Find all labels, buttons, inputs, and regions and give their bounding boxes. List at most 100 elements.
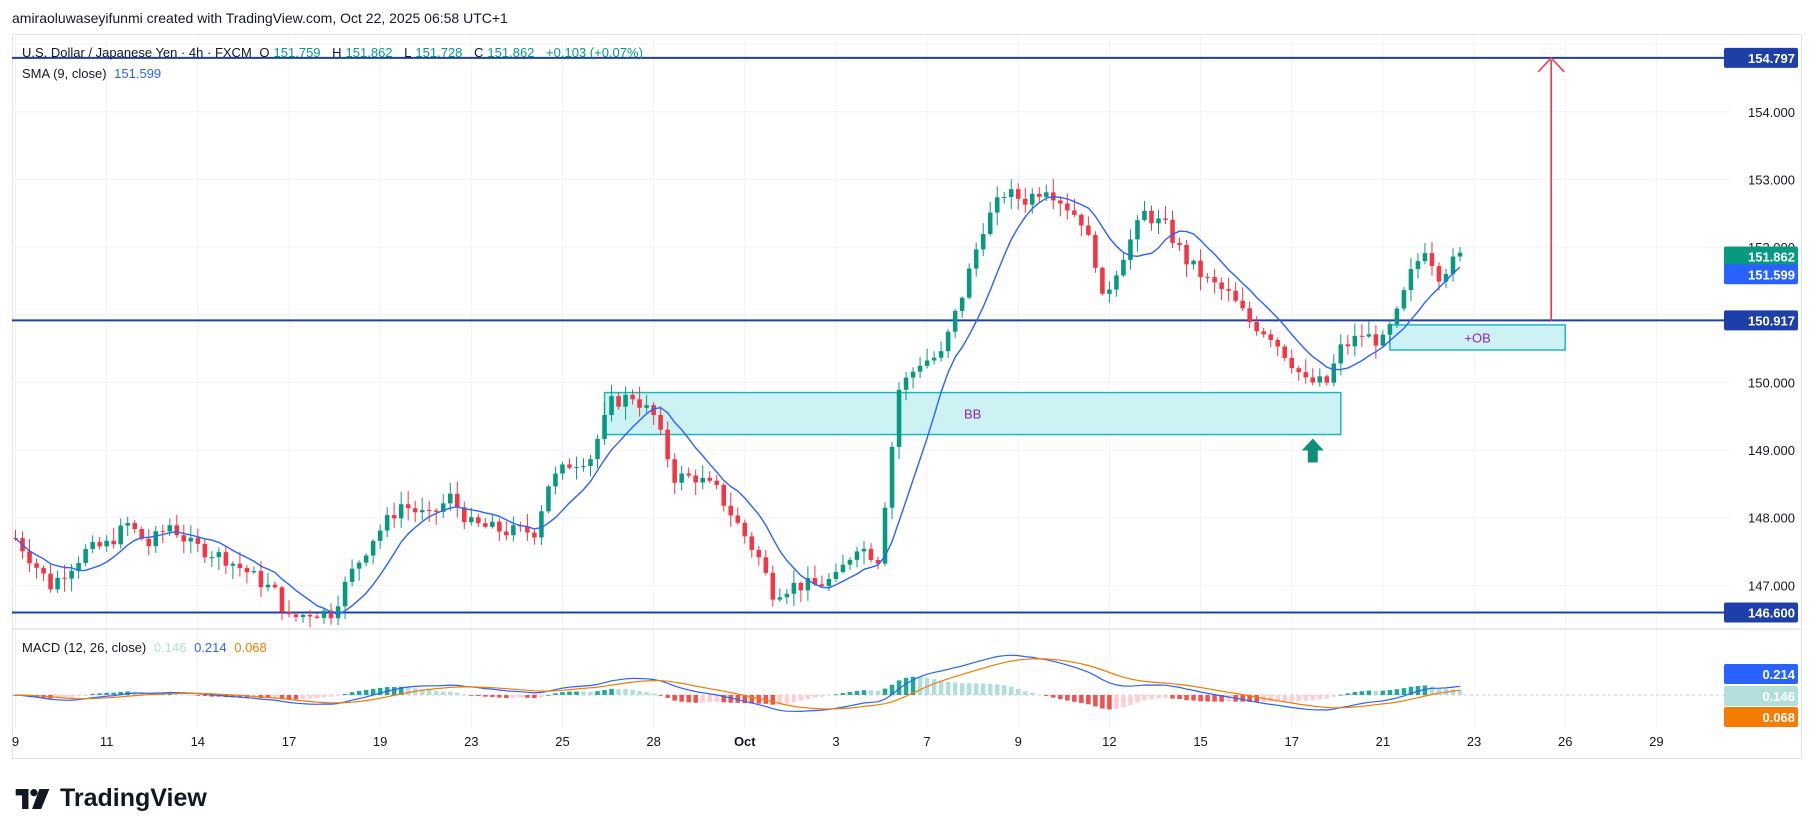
macd-histogram-bar [1422,685,1428,695]
order-block-zones: BB +OB [603,324,1566,436]
candle-body [1142,210,1147,221]
macd-histogram-bar [518,695,523,698]
candle-body [342,581,348,607]
macd-histogram-bar [55,695,60,699]
candle-body [833,571,839,579]
candle-body [321,610,327,618]
macd-histogram-bar [349,692,355,695]
candle-body [293,614,299,618]
macd-line [15,654,1461,713]
candle-body [1149,210,1154,224]
macd-histogram-bar [1044,695,1049,696]
macd-histogram-bar [539,695,544,697]
macd-histogram-bar [426,690,432,695]
macd-histogram-bar [279,695,285,699]
candle-body [307,614,313,617]
candle-body [1015,189,1021,199]
macd-histogram-bar [1240,695,1245,702]
macd-histogram-bar [118,691,123,695]
sma-line [15,195,1461,615]
candle-body [1037,193,1042,197]
macd-histogram-bar [356,690,362,695]
macd-histogram-bar [882,688,888,695]
candle-body [440,503,446,512]
candle-body [1212,277,1217,283]
macd-histogram-bar [525,695,530,698]
candle-body [875,559,881,564]
candle-body [335,606,341,619]
macd-histogram-bar [1065,695,1070,701]
candle-body [490,521,495,527]
macd-histogram-bar [1079,695,1084,704]
candle-body [616,396,621,407]
candle-body [945,331,951,352]
macd-histogram-bar [469,695,474,696]
candle-body [1415,261,1421,270]
time-tick-label: 25 [555,734,569,749]
candle-body [476,517,481,524]
candle-body [511,525,516,536]
candle-body [1205,276,1210,278]
candle-body [707,477,712,481]
macd-histogram-bar [756,695,762,704]
close-label: C [474,45,484,60]
macd-histogram-bar [497,695,502,698]
macd-histogram-bar [1212,695,1217,702]
macd-histogram-bar [265,695,271,699]
macd-histogram-bar [672,695,677,701]
macd-histogram-bar [286,695,292,700]
time-tick-label: 3 [832,734,839,749]
candle-body [1184,244,1189,265]
macd-histogram-bar [623,689,628,695]
candle-body [686,473,691,476]
candle-body [419,510,425,513]
candle-body [770,572,776,600]
macd-histogram-bar [1086,695,1091,705]
zone-box [1389,324,1566,351]
candle-body [223,552,229,566]
candle-body [426,510,432,512]
horizontal-levels [12,56,1730,614]
candle-body [62,577,67,579]
candle-body [286,611,292,615]
macd-line-tag: 0.214 [1762,667,1795,682]
macd-histogram-bar [994,684,1000,695]
macd-histogram-bar [1282,695,1288,702]
candle-body [405,504,411,509]
macd-histogram-bar [875,690,881,695]
time-tick-label: Oct [734,734,756,749]
macd-histogram-bar [1170,695,1175,699]
macd-histogram-bar [1289,695,1295,702]
candle-body [462,507,467,523]
candle-body [76,562,81,571]
macd-histogram-bar [868,690,874,695]
macd-histogram-bar [952,682,958,695]
macd-histogram-bar [1058,695,1063,700]
zone-label: BB [964,407,981,422]
macd-histogram-bar [721,695,727,703]
candle-body [1436,266,1442,282]
macd-histogram-bar [83,695,88,696]
candle-body [1254,322,1259,332]
candle-body [588,459,593,467]
time-axis: 9 11 14 17 19 23 25 28 Oct 3 7 9 12 15 17 21 23 26 29 [12,734,1664,749]
macd-histogram-bar [370,688,376,695]
candle-body [623,394,628,407]
candle-body [251,571,257,573]
tradingview-logo-text: TradingView [60,784,207,812]
level-price-tag: 146.600 [1748,605,1795,620]
candle-body [574,466,579,468]
candle-body [1366,334,1372,337]
candle-body [889,446,895,508]
candle-body [1457,252,1463,257]
candle-body [959,297,965,311]
candle-body [1100,267,1105,294]
candle-body [1233,290,1238,301]
candle-body [805,578,811,591]
macd-histogram-bar [812,695,818,698]
macd-histogram-bar [1317,695,1323,700]
macd-histogram-bar [1198,695,1203,702]
macd-histogram-bar [644,692,649,695]
macd-histogram-bar [1408,686,1414,695]
